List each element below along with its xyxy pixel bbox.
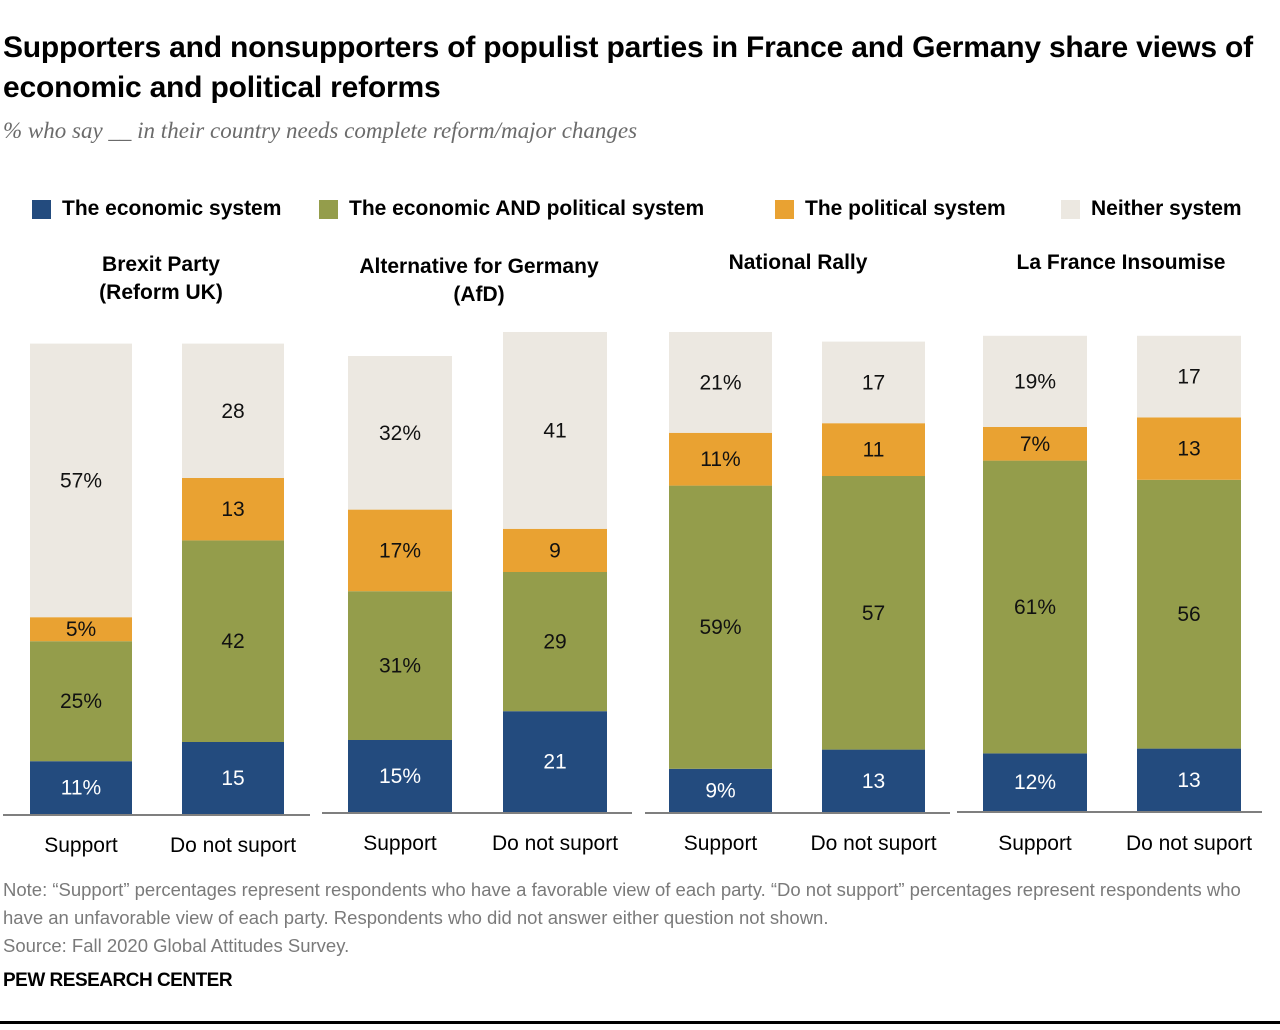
- chart-note: Note: “Support” percentages represent re…: [3, 876, 1273, 960]
- legend-item-economic: The economic system: [32, 197, 281, 221]
- bar-segment: [182, 742, 284, 814]
- bar-segment: [30, 343, 132, 618]
- bar-segment: [983, 427, 1087, 461]
- data-label: 56: [1177, 603, 1200, 626]
- legend-label: The economic system: [62, 197, 282, 220]
- bar-segment: [348, 509, 452, 592]
- bar-segment: [669, 768, 772, 812]
- bar-segment: [822, 341, 925, 424]
- bar-segment: [348, 591, 452, 740]
- panel-title: National Rally: [729, 251, 868, 274]
- bar-segment: [182, 478, 284, 541]
- bar-segment: [503, 711, 607, 812]
- data-label: 59%: [699, 616, 741, 639]
- data-label: 17: [862, 371, 885, 394]
- legend-swatch: [1061, 199, 1080, 219]
- bar-segment: [669, 432, 772, 486]
- data-label: 21: [543, 751, 566, 774]
- category-label: Do not suport: [810, 832, 936, 855]
- data-label: 57%: [60, 469, 102, 492]
- panel-title: La France Insoumise: [1017, 251, 1226, 274]
- data-label: 11: [863, 439, 885, 462]
- legend-item-economic-and-political: The economic AND political system: [319, 197, 704, 221]
- data-label: 13: [862, 770, 885, 793]
- data-label: 9: [549, 539, 561, 562]
- category-label: Do not suport: [492, 832, 618, 855]
- panel-title: Brexit Party: [102, 253, 220, 276]
- data-label: 15: [221, 767, 244, 790]
- data-label: 31%: [379, 655, 421, 678]
- bar-segment: [503, 332, 607, 529]
- bar-segment: [1137, 748, 1241, 811]
- data-label: 9%: [705, 779, 735, 802]
- bar-segment: [1137, 417, 1241, 480]
- bar-segment: [30, 641, 132, 762]
- data-label: 29: [543, 631, 566, 654]
- data-label: 32%: [379, 422, 421, 445]
- data-label: 21%: [699, 371, 741, 394]
- legend-label: The political system: [805, 197, 1006, 220]
- data-label: 57: [862, 602, 885, 625]
- data-label: 42: [221, 630, 244, 653]
- bar-segment: [503, 528, 607, 572]
- legend-swatch: [775, 199, 794, 219]
- bar-segment: [669, 332, 772, 433]
- bar-segment: [822, 476, 925, 750]
- category-label: Support: [44, 834, 118, 857]
- category-label: Support: [363, 832, 437, 855]
- category-label: Do not suport: [170, 834, 296, 857]
- data-label: 61%: [1014, 596, 1056, 619]
- data-label: 17%: [379, 539, 421, 562]
- data-label: 5%: [66, 618, 96, 641]
- bottom-rule: [0, 1021, 1280, 1024]
- category-label: Support: [998, 832, 1072, 855]
- data-label: 13: [1177, 769, 1200, 792]
- brand-logo-text: PEW RESEARCH CENTER: [3, 970, 233, 991]
- bar-segment: [822, 423, 925, 476]
- data-label: 11%: [61, 777, 101, 800]
- data-label: 17: [1177, 366, 1200, 389]
- panel-title: (AfD): [453, 283, 504, 306]
- bar-segment: [182, 540, 284, 742]
- data-label: 12%: [1014, 771, 1056, 794]
- bar-segment: [983, 335, 1087, 427]
- bar-segment: [822, 749, 925, 812]
- bar-segment: [983, 753, 1087, 811]
- bar-segment: [348, 356, 452, 510]
- bar-segment: [348, 740, 452, 812]
- data-label: 28: [221, 400, 244, 423]
- legend-item-neither: Neither system: [1061, 197, 1242, 221]
- data-label: 7%: [1020, 433, 1050, 456]
- data-label: 13: [1177, 438, 1200, 461]
- category-label: Support: [684, 832, 758, 855]
- legend-label: Neither system: [1091, 197, 1242, 220]
- bar-segment: [182, 343, 284, 478]
- bar-segment: [1137, 479, 1241, 749]
- bar-segment: [30, 617, 132, 642]
- data-label: 25%: [60, 690, 102, 713]
- panel-title: Alternative for Germany: [359, 255, 599, 278]
- category-label: Do not suport: [1126, 832, 1252, 855]
- note-text: Note: “Support” percentages represent re…: [3, 879, 1241, 928]
- chart-title: Supporters and nonsupporters of populist…: [3, 31, 1253, 104]
- data-label: 15%: [379, 765, 421, 788]
- bar-segment: [669, 485, 772, 769]
- panel-title: (Reform UK): [99, 281, 223, 304]
- legend-swatch: [319, 199, 338, 219]
- data-label: 13: [221, 498, 244, 521]
- bar-segment: [1137, 335, 1241, 418]
- source-text: Source: Fall 2020 Global Attitudes Surve…: [3, 935, 350, 956]
- legend-swatch: [32, 199, 51, 219]
- bar-segment: [983, 460, 1087, 754]
- data-label: 11%: [700, 448, 740, 471]
- bar-segment: [30, 761, 132, 814]
- bar-segment: [503, 572, 607, 712]
- legend-item-political: The political system: [775, 197, 1006, 221]
- chart-subtitle: % who say __ in their country needs comp…: [3, 118, 638, 143]
- legend-label: The economic AND political system: [349, 197, 705, 220]
- data-label: 19%: [1014, 370, 1056, 393]
- data-label: 41: [543, 419, 566, 442]
